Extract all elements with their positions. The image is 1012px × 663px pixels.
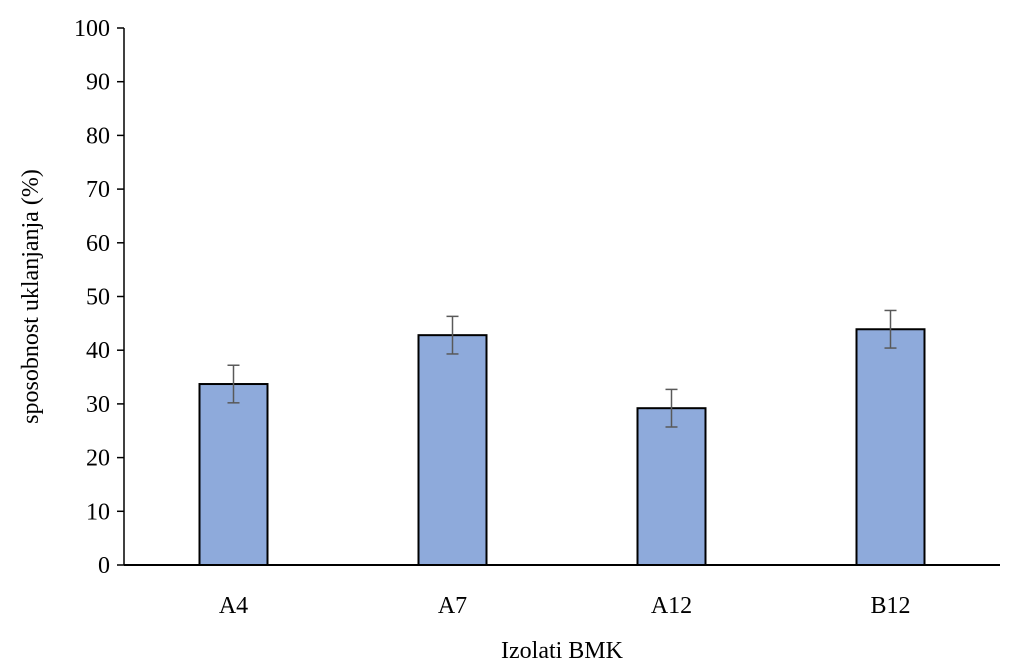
- y-tick-label: 30: [86, 392, 110, 418]
- error-bar-a7: [446, 315, 459, 355]
- error-bar-b12: [884, 309, 897, 349]
- bars: [198, 328, 926, 567]
- y-tick-label: 60: [86, 231, 110, 257]
- y-tick-label: 100: [74, 16, 110, 42]
- y-tick-label: 20: [86, 446, 110, 472]
- x-tick-label: A7: [438, 593, 467, 619]
- bar-a12: [636, 407, 707, 567]
- x-axis-title: Izolati BMK: [501, 638, 624, 663]
- y-axis-ticks: 0 10 20 30 40 50 60 70 80 90 100: [74, 16, 124, 579]
- x-axis-tick-labels: A4 A7 A12 B12: [219, 593, 911, 619]
- bar-a7: [417, 334, 488, 566]
- x-tick-label: B12: [870, 593, 910, 619]
- error-bar-a12: [665, 388, 678, 428]
- error-bar-a4: [227, 364, 240, 404]
- y-tick-label: 80: [86, 123, 110, 149]
- y-axis-title: sposobnost uklanjanja (%): [18, 169, 44, 424]
- error-bars: [227, 309, 897, 428]
- y-tick-label: 10: [86, 499, 110, 525]
- y-tick-label: 50: [86, 285, 110, 311]
- y-tick-label: 70: [86, 177, 110, 203]
- bar-a4: [198, 383, 269, 566]
- y-tick-label: 90: [86, 70, 110, 96]
- x-tick-label: A12: [651, 593, 692, 619]
- y-tick-label: 0: [98, 553, 110, 579]
- x-tick-label: A4: [219, 593, 248, 619]
- bar-b12: [855, 328, 926, 566]
- y-tick-label: 40: [86, 338, 110, 364]
